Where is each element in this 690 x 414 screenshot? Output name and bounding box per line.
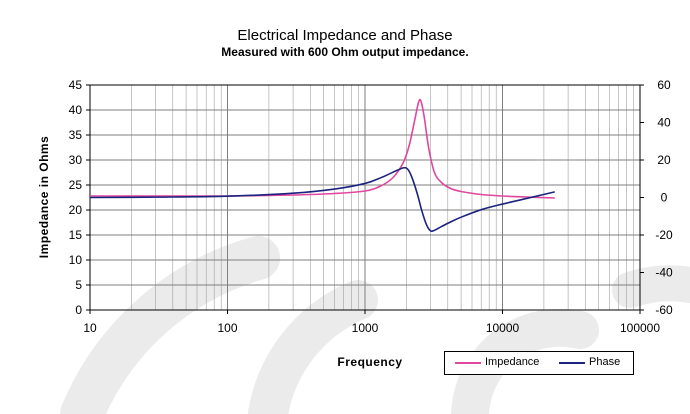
y-axis-label: Impedance in Ohms <box>37 135 51 259</box>
x-tick-label: 10000 <box>486 321 520 335</box>
legend: Impedance Phase <box>444 351 634 375</box>
y2-tick-label: -40 <box>655 266 673 280</box>
x-tick-label: 100000 <box>620 321 660 335</box>
legend-swatch-impedance <box>455 362 481 364</box>
y2-tick-label: 20 <box>657 153 671 167</box>
x-tick-label: 1000 <box>352 321 379 335</box>
chart-title: Electrical Impedance and Phase <box>237 27 453 44</box>
series-line-phase <box>89 166 555 233</box>
series-line-impedance <box>90 98 555 199</box>
legend-label-phase: Phase <box>589 356 621 368</box>
x-tick-label: 100 <box>217 321 237 335</box>
y-tick-label: 30 <box>69 153 83 167</box>
y-tick-label: 0 <box>75 303 82 317</box>
y-tick-label: 35 <box>69 128 83 142</box>
y2-tick-label: -20 <box>655 228 673 242</box>
y-tick-label: 10 <box>69 253 83 267</box>
y-tick-label: 20 <box>69 203 83 217</box>
y2-tick-label: 60 <box>657 78 671 92</box>
legend-swatch-phase <box>559 362 585 364</box>
y-tick-label: 5 <box>75 278 82 292</box>
y-tick-label: 45 <box>69 78 83 92</box>
chart-subtitle: Measured with 600 Ohm output impedance. <box>221 45 469 59</box>
y-tick-label: 15 <box>69 228 83 242</box>
y2-tick-label: 40 <box>657 116 671 130</box>
y2-tick-label: 0 <box>661 191 668 205</box>
y2-tick-label: -60 <box>655 303 673 317</box>
x-tick-label: 10 <box>83 321 97 335</box>
legend-label-impedance: Impedance <box>485 356 540 368</box>
y-tick-label: 40 <box>69 103 83 117</box>
x-axis-label: Frequency <box>337 355 403 369</box>
y-tick-label: 25 <box>69 178 83 192</box>
